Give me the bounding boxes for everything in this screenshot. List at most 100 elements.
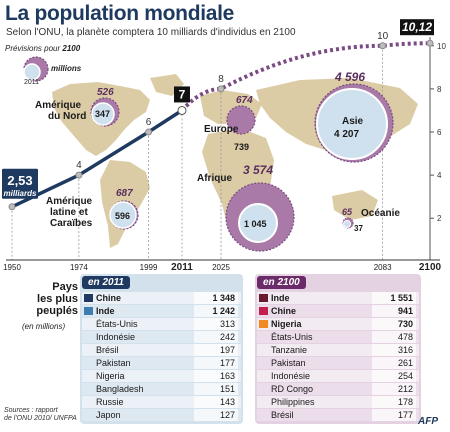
row-name: Nigeria: [271, 319, 302, 329]
label-2083: 10: [377, 31, 389, 42]
data-points: [8, 39, 434, 211]
label-1974: 4: [76, 160, 82, 171]
label-oc: Océanie: [361, 208, 400, 219]
series-line-historical: [10, 108, 184, 209]
table-row: Pakistan 261: [257, 357, 419, 369]
page-title: La population mondiale: [5, 2, 235, 25]
row-value: 478: [372, 331, 416, 343]
label-la-2: latine et: [50, 207, 88, 218]
table-row: Indonésie 254: [257, 370, 419, 382]
x-tick-label-2100: 2100: [419, 262, 442, 273]
point-1999: [145, 128, 153, 136]
row-name: États-Unis: [271, 332, 313, 342]
bubble-asia: [314, 83, 394, 163]
label-value-1950: 2,53: [7, 173, 32, 188]
point-2011: [177, 105, 187, 115]
source-line2: de l'ONU 2010/ UNFPA: [4, 415, 77, 422]
table-row: Brésil 177: [257, 409, 419, 421]
value-na-2011: 347: [95, 109, 110, 119]
row-value: 143: [194, 396, 238, 408]
row-swatch: [84, 385, 93, 393]
value-as-2100: 4 596: [334, 70, 365, 84]
value-as-2011: 4 207: [334, 129, 359, 140]
row-name: Inde: [271, 293, 290, 303]
bubble-latin-america: [109, 200, 139, 230]
point-2100: [426, 39, 434, 47]
source-note: Sources : rapport de l'ONU 2010/ UNFPA: [4, 407, 77, 423]
row-value: 316: [372, 344, 416, 356]
point-1974: [75, 171, 83, 179]
value-eu-2011: 739: [234, 142, 249, 152]
value-la-2011: 596: [115, 211, 130, 221]
row-swatch: [84, 307, 93, 315]
table-row: Inde 1 551: [257, 292, 419, 304]
x-tick-label-2083: 2083: [374, 263, 392, 272]
y-tick-label-6: 6: [437, 128, 442, 137]
x-tick-label-2011: 2011: [171, 262, 193, 273]
legend-year: 2011: [24, 79, 40, 86]
row-name: Pakistan: [271, 358, 306, 368]
label-na-2: du Nord: [48, 111, 86, 122]
table-row: États-Unis 313: [82, 318, 241, 330]
label-2025: 8: [218, 74, 224, 85]
row-value: 212: [372, 383, 416, 395]
point-2083: [379, 42, 387, 50]
region-labels: Amérique du Nord 526 347 Europe 674 739 …: [35, 70, 400, 233]
x-tick-label-1950: 1950: [3, 263, 21, 272]
row-name: Chine: [271, 306, 297, 316]
label-2100: 10,12: [400, 19, 434, 36]
y-tick-label-2: 2: [437, 214, 442, 223]
table-row: Nigeria 730: [257, 318, 419, 330]
row-swatch: [84, 411, 93, 419]
row-swatch: [84, 398, 93, 406]
legend-bubble: [23, 56, 49, 82]
row-name: Russie: [96, 397, 124, 407]
source-line1: Sources : rapport: [4, 407, 58, 414]
value-eu-2100: 674: [236, 95, 253, 106]
row-swatch: [84, 320, 93, 328]
bubble-north-america: [90, 97, 120, 127]
row-swatch: [259, 333, 268, 341]
row-value: 941: [372, 305, 416, 317]
table-row: Bangladesh 151: [82, 383, 241, 395]
row-name: Nigeria: [96, 371, 125, 381]
table-2011: en 2011 Chine 1 348 Inde 1 242 États-Unis 313…: [80, 274, 243, 424]
subtitle: Selon l'ONU, la planète comptera 10 mill…: [6, 27, 296, 38]
map-oceania: [332, 190, 378, 220]
x-tick-label-2025: 2025: [212, 263, 230, 272]
row-value: 163: [194, 370, 238, 382]
row-swatch: [259, 294, 268, 302]
row-value: 261: [372, 357, 416, 369]
row-value: 242: [194, 331, 238, 343]
row-swatch: [259, 372, 268, 380]
legend-millions: millions: [51, 64, 82, 73]
label-na-1: Amérique: [35, 100, 82, 111]
label-value-2100: 10,12: [402, 20, 432, 34]
row-value: 127: [194, 409, 238, 421]
row-name: RD Congo: [271, 384, 314, 394]
row-swatch: [259, 411, 268, 419]
row-swatch: [259, 359, 268, 367]
table-row: Russie 143: [82, 396, 241, 408]
row-swatch: [84, 346, 93, 354]
point-2025: [217, 85, 225, 93]
row-value: 177: [372, 409, 416, 421]
value-oc-2011: 37: [354, 224, 363, 233]
table-row: Chine 941: [257, 305, 419, 317]
row-name: Chine: [96, 293, 122, 303]
bubble-europe: [226, 105, 256, 135]
table-row: Japon 127: [82, 409, 241, 421]
row-name: Indonésie: [271, 371, 311, 381]
row-swatch: [259, 385, 268, 393]
row-value: 254: [372, 370, 416, 382]
table-row: Philippines 178: [257, 396, 419, 408]
value-na-2100: 526: [97, 87, 114, 98]
row-name: Philippines: [271, 397, 315, 407]
label-2011: 7: [173, 86, 190, 103]
region-bubbles: [90, 83, 394, 252]
row-swatch: [259, 346, 268, 354]
row-name: Japon: [96, 410, 121, 420]
